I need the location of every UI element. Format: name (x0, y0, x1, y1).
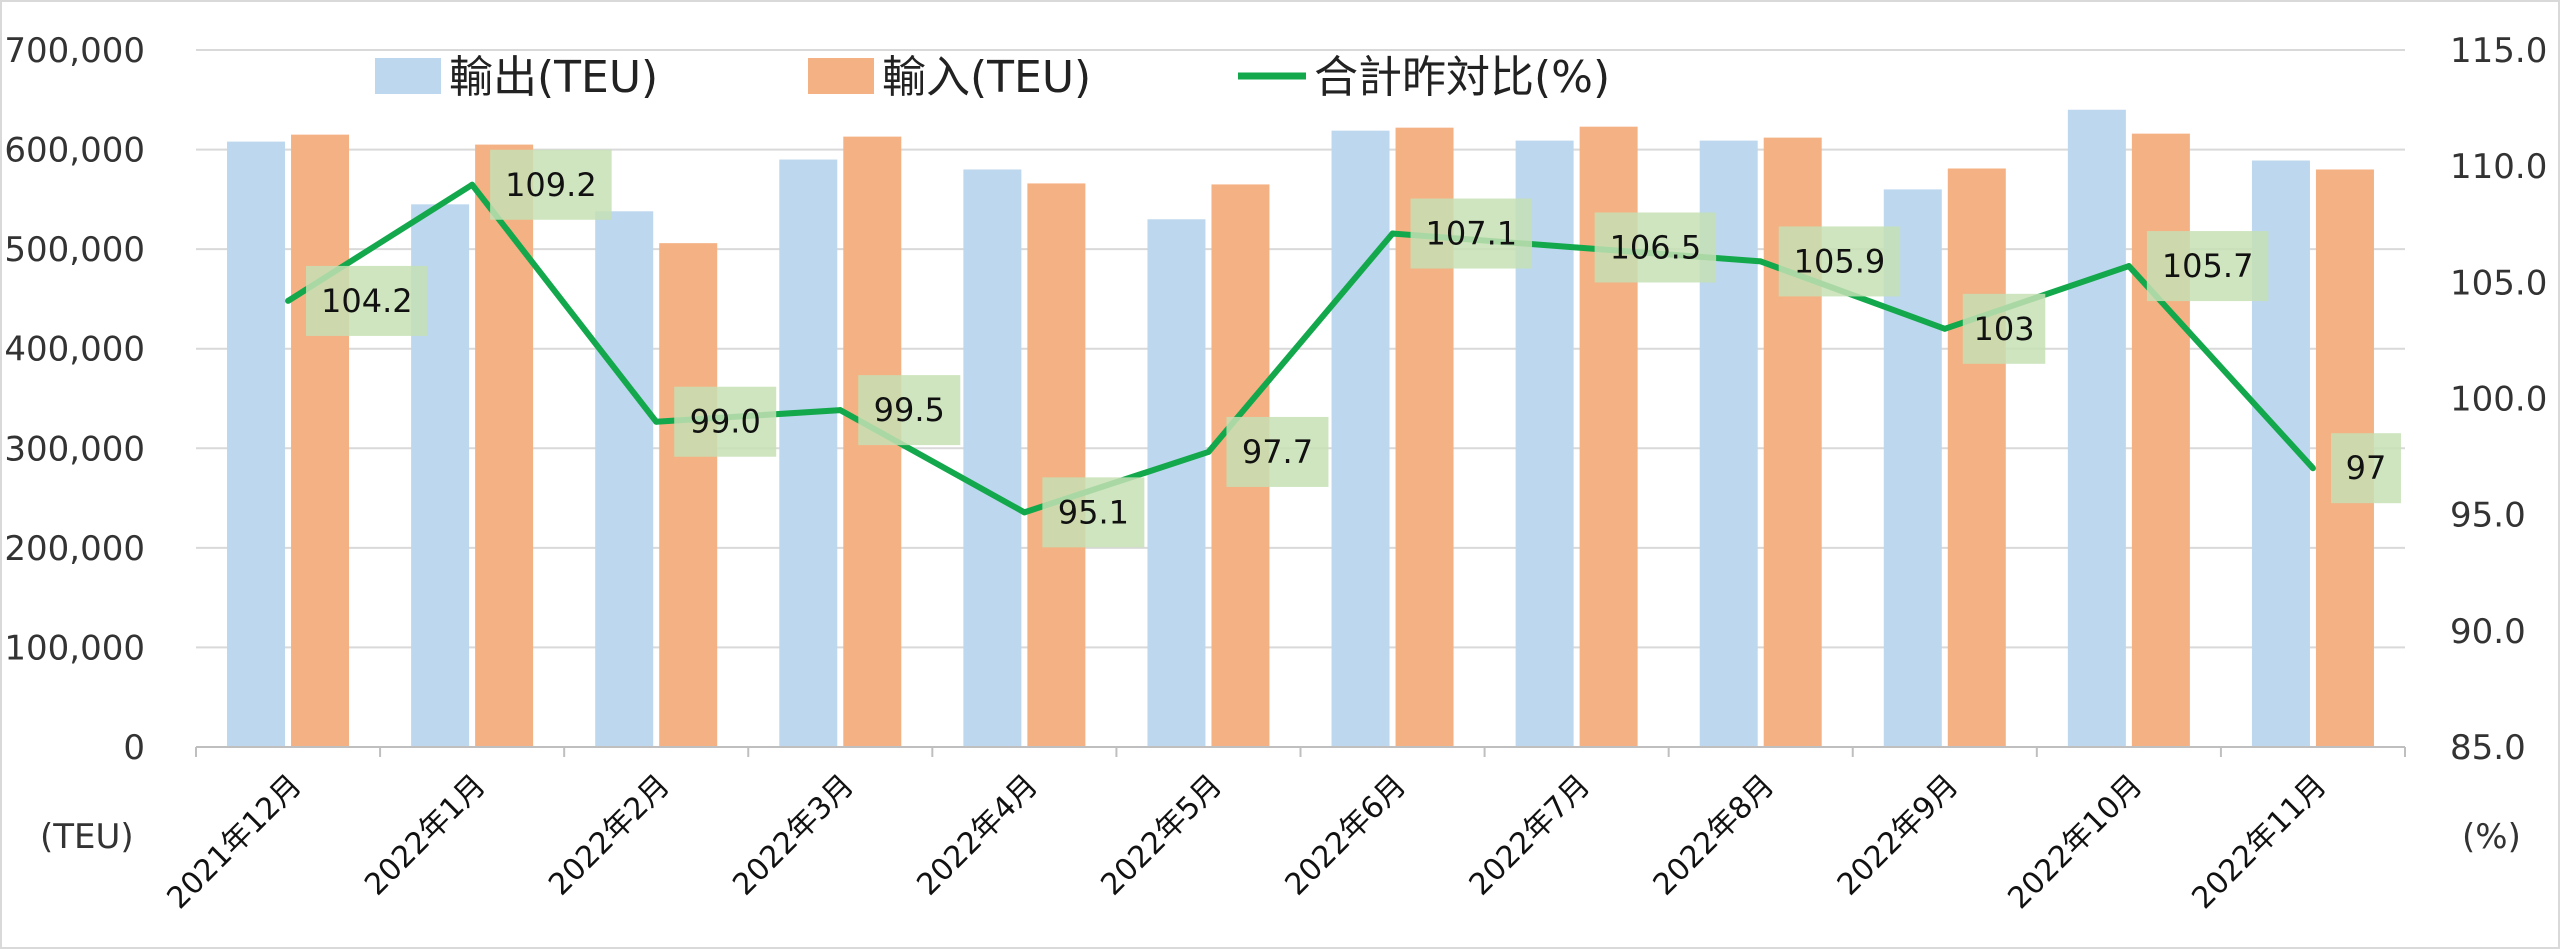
data-label-box (858, 375, 961, 446)
data-label-box (1226, 416, 1329, 487)
line-point (2309, 465, 2316, 472)
y-right-tick-label: 85.0 (2450, 728, 2526, 768)
y-left-tick-label: 400,000 (4, 330, 145, 370)
line-point (653, 418, 660, 425)
data-label-box (306, 265, 428, 336)
legend-layer: 輸出(TEU) 輸入(TEU) 合計昨対比(%) (375, 52, 1610, 103)
data-label-box (1042, 477, 1145, 548)
data-label-box (2330, 433, 2401, 504)
data-label: 97.7 (1242, 433, 1313, 471)
line-point (285, 297, 292, 304)
y-left-unit: (TEU) (40, 817, 134, 857)
y-left-tick-label: 700,000 (4, 31, 145, 71)
legend-swatch (375, 58, 441, 94)
line-point (469, 181, 476, 188)
bar-import (659, 243, 718, 747)
legend-swatch (808, 58, 874, 94)
bar-import (475, 144, 534, 748)
bar-export (1331, 130, 1390, 748)
data-label: 106.5 (1610, 228, 1702, 266)
line-point (1205, 448, 1212, 455)
data-label-box (1778, 226, 1901, 297)
data-label: 99.0 (690, 403, 761, 441)
data-label: 105.7 (2162, 247, 2254, 285)
data-label-box (2146, 231, 2269, 302)
data-label-box (674, 386, 777, 457)
legend-label: 輸入(TEU) (882, 52, 1091, 103)
bar-import (2131, 133, 2190, 747)
y-right-tick-label: 95.0 (2450, 496, 2526, 536)
line-point (1757, 258, 1764, 265)
bar-export (779, 159, 838, 747)
y-right-tick-label: 115.0 (2450, 31, 2547, 71)
bar-export (1147, 219, 1206, 747)
data-label: 99.5 (874, 391, 945, 429)
grid-layer (196, 49, 2405, 649)
bar-export (963, 169, 1022, 747)
legend-label: 合計昨対比(%) (1314, 52, 1610, 103)
y-left-tick-label: 500,000 (4, 230, 145, 270)
y-left-tick-label: 300,000 (4, 429, 145, 469)
data-label: 105.9 (1794, 242, 1886, 280)
data-label: 97 (2346, 449, 2387, 487)
bar-export (2067, 109, 2126, 747)
data-label: 95.1 (1058, 493, 1129, 531)
line-point (1389, 230, 1396, 237)
bar-import (1027, 183, 1086, 747)
y-right-tick-label: 100.0 (2450, 380, 2547, 420)
legend-label: 輸出(TEU) (449, 52, 658, 103)
bar-import (1947, 168, 2006, 748)
data-label: 107.1 (1425, 215, 1517, 253)
y-right-tick-label: 90.0 (2450, 612, 2526, 652)
line-point (837, 407, 844, 414)
bar-import (291, 134, 350, 747)
line-point (1573, 244, 1580, 251)
data-label-box (1962, 293, 2046, 364)
line-point (2125, 263, 2132, 270)
label-layer: 104.2 109.2 99.0 99.5 95.1 97.7 107.1 106.5 105.… (306, 149, 2401, 548)
line-point (1021, 509, 1028, 516)
data-label-box (1410, 198, 1533, 269)
y-left-tick-label: 600,000 (4, 131, 145, 171)
data-label: 109.2 (505, 166, 597, 204)
data-label: 104.2 (321, 282, 413, 320)
data-label: 103 (1974, 310, 2035, 348)
data-label-box (490, 149, 612, 220)
bar-export (595, 211, 654, 747)
line-point (1941, 325, 1948, 332)
y-right-unit: (%) (2462, 817, 2521, 857)
y-right-tick-label: 105.0 (2450, 263, 2547, 303)
y-left-tick-label: 0 (123, 728, 145, 768)
y-left-tick-label: 100,000 (4, 628, 145, 668)
data-label-box (1594, 212, 1717, 283)
y-left-tick-label: 200,000 (4, 529, 145, 569)
y-right-tick-label: 110.0 (2450, 147, 2547, 187)
bar-export (227, 141, 286, 747)
